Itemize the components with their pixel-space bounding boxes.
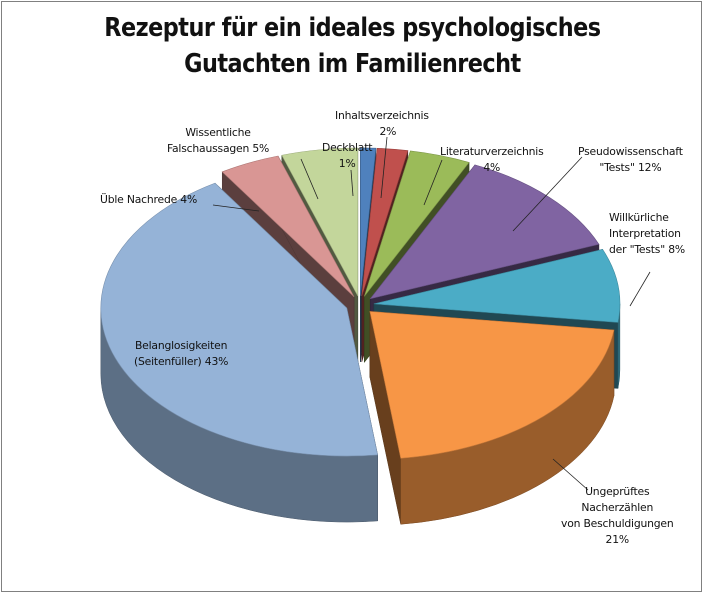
leader-line-2 [423,159,443,206]
pie-slice-top-2 [364,150,470,297]
slice-label-ungepruefte-line-3: von Beschuldigungen [561,517,674,530]
leader-line-3 [512,156,583,232]
slice-label-inhaltsverzeichnis-name: Inhaltsverzeichnis [335,109,429,122]
leader-line-7 [300,158,319,200]
leader-line-4 [629,271,651,307]
pie-slice-top-7 [221,155,355,297]
slice-label-ueble-nachrede: Üble Nachrede 4% [100,192,197,208]
slice-label-belanglosigkeiten: Belanglosigkeiten (Seitenfüller) 43% [134,338,228,370]
pie-slice-top-4 [373,249,621,323]
pie-slice-top-6 [100,182,379,457]
slice-label-willkuerliche-interpretation-line-1: Willkürliche [609,211,669,224]
slice-label-willkuerliche-interpretation: Willkürliche Interpretation der "Tests" … [609,210,685,258]
slice-label-deckblatt-name: Deckblatt [322,141,373,154]
chart-title-line-2: Gutachten im Familienrecht [184,49,521,79]
chart-title: Rezeptur für ein ideales psychologisches… [49,10,655,82]
slice-label-ungepruefte-value: 21% [605,533,630,546]
slice-label-literaturverzeichnis-name: Literaturverzeichnis [440,145,544,158]
pie-slice-6 [100,182,379,523]
slice-label-willkuerliche-interpretation-line-3: der "Tests" 8% [609,243,685,256]
slice-label-ungepruefte-line-2: Nacherzählen [581,501,654,514]
slice-label-inhaltsverzeichnis-value: 2% [379,125,397,138]
slice-label-deckblatt: Deckblatt 1% [322,140,372,172]
pie-slice-top-5 [369,311,615,459]
slice-label-belanglosigkeiten-value: (Seitenfüller) 43% [134,355,229,368]
slice-label-literaturverzeichnis-value: 4% [483,161,501,174]
slice-label-ungepruefte-nacherzaehlungen: Ungeprüftes Nacherzählen von Beschuldigu… [561,484,674,548]
leader-line-5 [552,458,589,491]
slice-label-pseudowissenschaft-value: "Tests" 12% [599,161,662,174]
leader-line-1 [350,169,354,197]
leader-line-0 [380,136,388,199]
slice-label-ueble-nachrede-text: Üble Nachrede 4% [100,193,198,206]
pie-slice-5 [369,311,615,525]
slice-label-belanglosigkeiten-name: Belanglosigkeiten [134,339,228,352]
slice-label-willkuerliche-interpretation-line-2: Interpretation [609,227,681,240]
slice-label-pseudowissenschaft: Pseudowissenschaft "Tests" 12% [578,144,683,176]
slice-label-inhaltsverzeichnis: Inhaltsverzeichnis 2% [335,108,429,140]
chart-title-line-1: Rezeptur für ein ideales psychologisches [104,13,601,43]
slice-label-wissentliche-falschaussagen: Wissentliche Falschaussagen 5% [167,125,269,157]
slice-label-wissentliche-line-2: Falschaussagen 5% [167,142,270,155]
slice-label-deckblatt-value: 1% [338,157,356,170]
leader-line-6 [212,204,260,212]
slice-label-pseudowissenschaft-name: Pseudowissenschaft [578,145,683,158]
pie-slice-top-0 [360,147,377,296]
slice-label-wissentliche-line-1: Wissentliche [185,126,251,139]
slice-label-literaturverzeichnis: Literaturverzeichnis 4% [440,144,544,176]
pie-slice-top-3 [369,164,600,300]
pie-slice-top-8 [281,147,359,297]
pie-slice-top-1 [361,147,409,297]
slice-label-ungepruefte-line-1: Ungeprüftes [585,485,650,498]
